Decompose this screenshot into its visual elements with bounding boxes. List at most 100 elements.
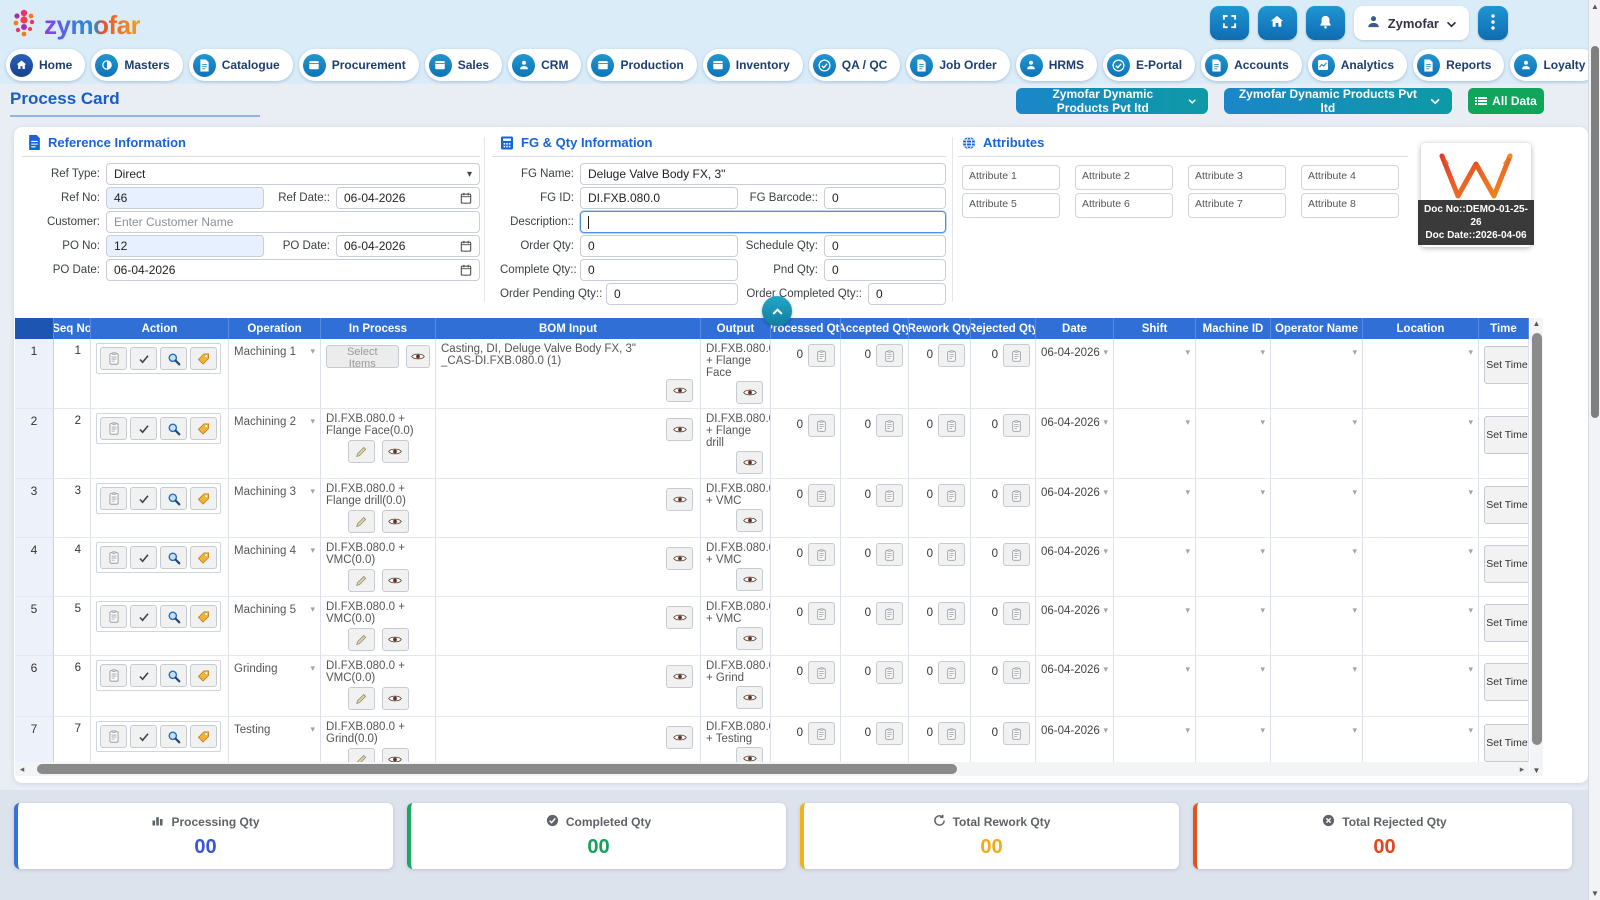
column-header-accepted-qty[interactable]: Accepted Qty — [841, 318, 909, 339]
tag-button[interactable] — [190, 725, 217, 748]
location-select-cell[interactable]: ▾ — [1363, 717, 1479, 762]
edit-in-process-button[interactable] — [347, 687, 375, 710]
date-cell[interactable]: 06-04-2026 ▾ — [1036, 597, 1114, 656]
rework-qty-log-button[interactable] — [938, 602, 965, 625]
edit-in-process-button[interactable] — [347, 748, 375, 762]
fg-id-input[interactable]: DI.FXB.080.0 — [580, 187, 738, 209]
operation-cell[interactable]: Machining 2 ▾ — [229, 409, 321, 479]
shift-select-cell[interactable]: ▾ — [1114, 409, 1196, 479]
column-header-rework-qty[interactable]: Rework Qty — [909, 318, 971, 339]
scroll-up-arrow[interactable]: ▲ — [1532, 319, 1541, 328]
report-button[interactable] — [100, 725, 127, 748]
date-cell[interactable]: 06-04-2026 ▾ — [1036, 656, 1114, 717]
date-cell[interactable]: 06-04-2026 ▾ — [1036, 479, 1114, 538]
view-in-process-button[interactable] — [405, 345, 430, 368]
machine-id-select-cell[interactable]: ▾ — [1196, 597, 1271, 656]
set-time-button[interactable]: Set Time — [1484, 486, 1528, 524]
column-header-bom-input[interactable]: BOM Input — [436, 318, 701, 339]
column-header-action[interactable]: Action — [91, 318, 229, 339]
shift-select-cell[interactable]: ▾ — [1114, 656, 1196, 717]
column-header-output[interactable]: Output — [701, 318, 771, 339]
view-output-button[interactable] — [736, 451, 763, 474]
nav-item-masters[interactable]: Masters — [91, 49, 183, 81]
report-button[interactable] — [100, 605, 127, 628]
processed-qty-log-button[interactable] — [808, 543, 835, 566]
approve-button[interactable] — [130, 605, 157, 628]
rejected-qty-log-button[interactable] — [1003, 344, 1030, 367]
set-time-button[interactable]: Set Time — [1484, 663, 1528, 701]
view-in-process-button[interactable] — [381, 628, 409, 651]
location-select-cell[interactable]: ▾ — [1363, 479, 1479, 538]
operator-name-select-cell[interactable]: ▾ — [1271, 479, 1363, 538]
operation-cell[interactable]: Testing ▾ — [229, 717, 321, 762]
location-select-cell[interactable]: ▾ — [1363, 656, 1479, 717]
nav-item-catalogue[interactable]: Catalogue — [188, 49, 293, 81]
column-header-location[interactable]: Location — [1363, 318, 1479, 339]
view-output-button[interactable] — [736, 509, 763, 532]
rework-qty-log-button[interactable] — [938, 661, 965, 684]
attribute-input-7[interactable]: Attribute 7 — [1188, 193, 1286, 218]
operator-name-select-cell[interactable]: ▾ — [1271, 538, 1363, 597]
attribute-input-3[interactable]: Attribute 3 — [1188, 165, 1286, 190]
more-menu-button[interactable] — [1478, 6, 1508, 40]
nav-item-sales[interactable]: Sales — [424, 49, 503, 81]
attribute-input-2[interactable]: Attribute 2 — [1075, 165, 1173, 190]
ref-type-select[interactable]: Direct ▾ — [106, 163, 480, 185]
nav-item-e-portal[interactable]: E-Portal — [1103, 49, 1196, 81]
nav-item-procurement[interactable]: Procurement — [298, 49, 419, 81]
rework-qty-log-button[interactable] — [938, 484, 965, 507]
processed-qty-log-button[interactable] — [808, 414, 835, 437]
column-header-rejected-qty[interactable]: Rejected Qty — [971, 318, 1036, 339]
set-time-button[interactable]: Set Time — [1484, 346, 1528, 384]
tag-button[interactable] — [190, 605, 217, 628]
view-bom-button[interactable] — [666, 379, 693, 402]
rejected-qty-log-button[interactable] — [1003, 661, 1030, 684]
view-in-process-button[interactable] — [381, 569, 409, 592]
operation-cell[interactable]: Grinding ▾ — [229, 656, 321, 717]
column-header-operator-name[interactable]: Operator Name — [1271, 318, 1363, 339]
column-header-shift[interactable]: Shift — [1114, 318, 1196, 339]
accepted-qty-log-button[interactable] — [876, 543, 903, 566]
operator-name-select-cell[interactable]: ▾ — [1271, 656, 1363, 717]
column-header-machine-id[interactable]: Machine ID — [1196, 318, 1271, 339]
nav-item-qa-qc[interactable]: QA / QC — [808, 49, 901, 81]
machine-id-select-cell[interactable]: ▾ — [1196, 409, 1271, 479]
view-output-button[interactable] — [736, 381, 763, 404]
po-no-input[interactable]: 12 — [106, 235, 264, 257]
rejected-qty-log-button[interactable] — [1003, 722, 1030, 745]
fg-barcode-input[interactable]: 0 — [824, 187, 946, 209]
location-select-cell[interactable]: ▾ — [1363, 597, 1479, 656]
operator-name-select-cell[interactable]: ▾ — [1271, 409, 1363, 479]
inspect-button[interactable] — [160, 725, 187, 748]
processed-qty-log-button[interactable] — [808, 344, 835, 367]
rejected-qty-log-button[interactable] — [1003, 414, 1030, 437]
inspect-button[interactable] — [160, 605, 187, 628]
set-time-button[interactable]: Set Time — [1484, 416, 1528, 454]
edit-in-process-button[interactable] — [347, 569, 375, 592]
approve-button[interactable] — [130, 546, 157, 569]
operation-cell[interactable]: Machining 5 ▾ — [229, 597, 321, 656]
order-pending-qty-input[interactable]: 0 — [606, 283, 738, 305]
zymofar-logo[interactable]: zymofar — [10, 6, 141, 45]
column-header-in-process[interactable]: In Process — [321, 318, 436, 339]
report-button[interactable] — [100, 417, 127, 440]
processed-qty-log-button[interactable] — [808, 661, 835, 684]
tag-button[interactable] — [190, 487, 217, 510]
attribute-input-5[interactable]: Attribute 5 — [962, 193, 1060, 218]
view-bom-button[interactable] — [666, 547, 693, 570]
date-cell[interactable]: 06-04-2026 ▾ — [1036, 717, 1114, 762]
attribute-input-1[interactable]: Attribute 1 — [962, 165, 1060, 190]
rejected-qty-log-button[interactable] — [1003, 484, 1030, 507]
report-button[interactable] — [100, 546, 127, 569]
rework-qty-log-button[interactable] — [938, 543, 965, 566]
inspect-button[interactable] — [160, 347, 187, 370]
processed-qty-log-button[interactable] — [808, 722, 835, 745]
collapse-panel-button[interactable] — [762, 296, 792, 326]
all-data-button[interactable]: All Data — [1468, 88, 1544, 114]
operation-cell[interactable]: Machining 1 ▾ — [229, 339, 321, 409]
inspect-button[interactable] — [160, 546, 187, 569]
nav-item-home[interactable]: Home — [6, 49, 86, 81]
po-date-input[interactable]: 06-04-2026 — [336, 235, 480, 257]
view-in-process-button[interactable] — [381, 440, 409, 463]
view-output-button[interactable] — [736, 686, 763, 709]
